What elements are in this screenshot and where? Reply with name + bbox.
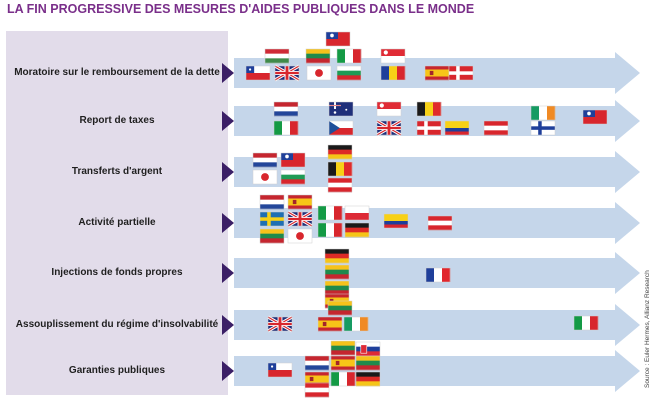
germany-flag-icon [344,222,370,238]
row-label-injections: Injections de fonds propres [51,267,183,278]
uk-flag-icon [267,315,293,333]
lithuania-flag-icon [324,264,350,280]
row-label-report-taxes: Report de taxes [79,115,155,126]
sweden-flag-icon [259,211,285,227]
austria-flag-icon [304,382,330,398]
lithuania-flag-icon [305,48,331,64]
colombia-flag-icon [444,120,470,136]
poland-flag-icon [344,205,370,221]
uk-flag-icon [376,119,402,137]
row-label-garanties: Garanties publiques [68,365,166,376]
australia-flag-icon [328,101,354,117]
italy-flag-icon [317,205,343,221]
taiwan-flag-icon [280,152,306,168]
taiwan-flag-icon [582,109,608,125]
belgium-flag-icon [327,161,353,177]
spain-flag-icon [424,65,450,81]
ireland-flag-icon [343,316,369,332]
italy-flag-icon [330,371,356,387]
japan-flag-icon [306,65,332,81]
label-panel [6,31,228,395]
france-flag-icon [425,267,451,283]
austria-flag-icon [483,120,509,136]
germany-flag-icon [324,248,350,264]
netherlands-flag-icon [304,355,330,371]
spain-flag-icon [287,194,313,210]
finland-flag-icon [530,120,556,136]
row-pointer [222,361,234,381]
bulgaria-flag-icon [336,65,362,81]
italy-flag-icon [573,315,599,331]
row-pointer [222,63,234,83]
germany-flag-icon [355,371,381,387]
hungary-flag-icon [264,48,290,64]
singapore-flag-icon [376,101,402,117]
spain-flag-icon [330,355,356,371]
chart-title: LA FIN PROGRESSIVE DES MESURES D'AIDES P… [7,2,475,16]
row-pointer [222,315,234,335]
row-pointer [222,213,234,233]
row-pointer [222,111,234,131]
lithuania-flag-icon [355,355,381,371]
italy-flag-icon [336,48,362,64]
ireland-flag-icon [530,105,556,121]
italy-flag-icon [317,222,343,238]
chile-flag-icon [245,65,271,81]
denmark-flag-icon [448,65,474,81]
timeline-arrow [234,350,640,392]
austria-flag-icon [427,215,453,231]
taiwan-flag-icon [325,31,351,47]
bulgaria-flag-icon [280,169,306,185]
lithuania-flag-icon [327,300,353,316]
row-label-transferts: Transferts d'argent [71,166,163,177]
uk-flag-icon [287,210,313,228]
japan-flag-icon [252,169,278,185]
singapore-flag-icon [380,48,406,64]
italy-flag-icon [273,120,299,136]
row-label-activite-partielle: Activité partielle [78,217,156,228]
netherlands-flag-icon [252,152,278,168]
netherlands-flag-icon [259,194,285,210]
denmark-flag-icon [416,120,442,136]
lithuania-flag-icon [259,228,285,244]
uk-flag-icon [274,64,300,82]
row-label-moratoire: Moratoire sur le remboursement de la det… [14,67,220,78]
austria-flag-icon [327,177,353,193]
germany-flag-icon [327,144,353,160]
japan-flag-icon [287,228,313,244]
row-pointer [222,162,234,182]
czech-flag-icon [328,120,354,136]
belgium-flag-icon [416,101,442,117]
romania-flag-icon [380,65,406,81]
lithuania-flag-icon [330,340,356,356]
colombia-flag-icon [383,213,409,229]
spain-flag-icon [317,316,343,332]
lithuania-flag-icon [324,280,350,296]
slovakia-flag-icon [355,341,381,357]
row-label-insolvabilite: Assouplissement du régime d'insolvabilit… [15,319,219,330]
chile-flag-icon [267,362,293,378]
netherlands-flag-icon [273,101,299,117]
row-pointer [222,263,234,283]
